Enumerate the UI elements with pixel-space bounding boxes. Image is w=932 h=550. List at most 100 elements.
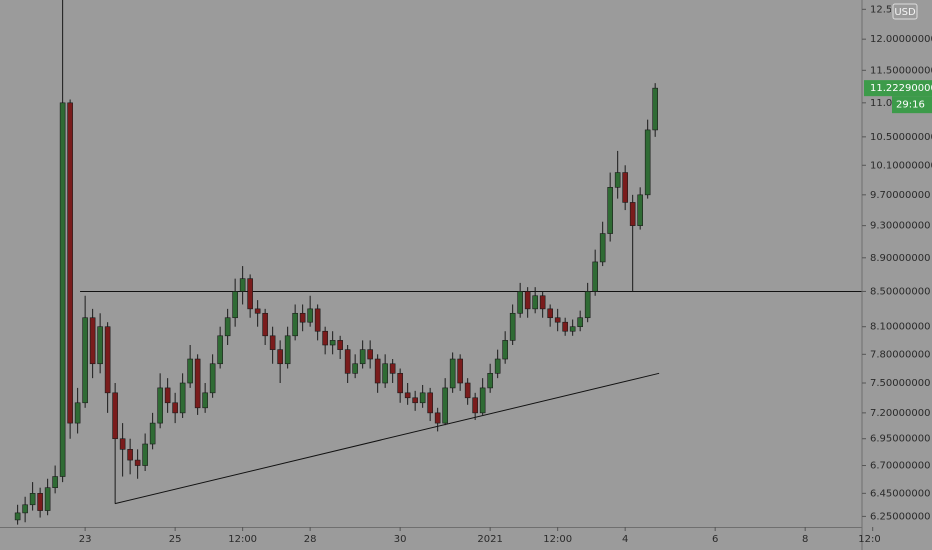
candle-body xyxy=(554,317,561,323)
candle-body xyxy=(352,363,358,374)
candle-body xyxy=(359,349,366,365)
candle-body xyxy=(22,504,28,514)
corner-mask xyxy=(880,528,932,550)
y-tick-label: 9.70000000 xyxy=(870,190,930,201)
candle-body xyxy=(614,172,621,188)
candle-body xyxy=(254,308,261,314)
x-tick-label: 2021 xyxy=(477,534,502,545)
candle-body xyxy=(652,87,658,131)
candle-body xyxy=(164,387,171,404)
candle-body xyxy=(142,443,148,466)
candle-body xyxy=(277,349,283,365)
candle-body xyxy=(637,194,643,226)
y-tick-label: 8.90000000 xyxy=(870,253,930,264)
x-tick-label: 4 xyxy=(622,534,628,545)
y-tick-label: 6.70000000 xyxy=(870,461,930,472)
candle-body xyxy=(82,317,88,404)
candle-body xyxy=(67,102,73,424)
x-tick-label: 12:00 xyxy=(858,534,887,545)
candle-body xyxy=(532,295,538,310)
y-tick-label: 6.95000000 xyxy=(870,434,930,445)
y-tick-label: 8.50000000 xyxy=(870,286,930,297)
candle-body xyxy=(404,392,411,399)
candle-body xyxy=(322,330,328,346)
candle-body xyxy=(494,358,501,374)
candle-body xyxy=(157,387,163,424)
candle-body xyxy=(119,438,126,450)
y-tick-label: 6.25000000 xyxy=(870,511,930,522)
candle-body xyxy=(307,308,313,323)
candle-body xyxy=(502,340,508,360)
candle-body xyxy=(374,358,381,384)
countdown-label: 29:16 xyxy=(896,100,925,111)
candle-body xyxy=(127,449,133,461)
candle-body xyxy=(209,363,216,394)
x-tick-label: 25 xyxy=(169,534,182,545)
candle-body xyxy=(592,261,598,292)
candle-body xyxy=(434,412,441,424)
x-tick-label: 6 xyxy=(712,534,718,545)
candle-body xyxy=(337,340,343,350)
candle-body xyxy=(284,335,291,365)
candle-body xyxy=(97,326,103,365)
candle-body xyxy=(104,326,111,394)
candle-body xyxy=(607,187,613,234)
candle-body xyxy=(134,459,141,466)
candle-body xyxy=(464,382,471,399)
candle-body xyxy=(89,317,96,365)
candle-body xyxy=(247,278,253,310)
x-tick-label: 23 xyxy=(79,534,92,545)
candle-body xyxy=(367,349,373,360)
candle-body xyxy=(187,358,193,384)
candle-body xyxy=(539,295,546,310)
candle-body xyxy=(517,291,523,314)
x-tick-label: 28 xyxy=(304,534,317,545)
x-tick-label: 30 xyxy=(394,534,407,545)
candle-body xyxy=(569,326,576,332)
candle-body xyxy=(524,291,531,310)
candle-body xyxy=(584,291,591,319)
candle-body xyxy=(622,172,628,203)
candle-body xyxy=(262,312,268,337)
y-tick-label: 6.45000000 xyxy=(870,488,930,499)
currency-label: USD xyxy=(894,7,916,18)
candle-body xyxy=(449,358,456,389)
candle-body xyxy=(599,233,606,263)
candle-body xyxy=(59,102,66,477)
overlay: USD 11.22290000 29:16 xyxy=(864,0,932,550)
candle-body xyxy=(644,129,651,196)
candle-body xyxy=(14,512,21,521)
y-tick-label: 12.00000000 xyxy=(870,34,932,45)
candle-body xyxy=(397,373,403,394)
candle-body xyxy=(29,493,36,506)
candle-body xyxy=(472,397,478,414)
candle-body xyxy=(112,392,118,440)
x-tick-label: 12:00 xyxy=(228,534,257,545)
candle-body xyxy=(629,202,636,226)
candle-body xyxy=(202,392,208,409)
candle-body xyxy=(269,335,276,350)
candle-body xyxy=(509,312,516,341)
candle-body xyxy=(299,312,306,323)
candle-body xyxy=(577,317,583,328)
candle-body xyxy=(194,358,201,409)
candle-body xyxy=(217,335,223,365)
y-tick-label: 11.50000000 xyxy=(870,65,932,76)
candle-body xyxy=(479,387,486,414)
x-tick-label: 8 xyxy=(802,534,808,545)
last-price-box xyxy=(864,80,932,97)
y-tick-label: 7.80000000 xyxy=(870,349,930,360)
candle-body xyxy=(74,402,81,424)
candle-body xyxy=(412,397,418,404)
y-tick-label: 7.20000000 xyxy=(870,408,930,419)
candle-body xyxy=(44,487,51,511)
candle-body xyxy=(52,476,58,488)
candle-body xyxy=(382,363,388,384)
candle-body xyxy=(314,308,321,332)
candle-body xyxy=(562,321,568,332)
y-tick-label: 10.50000000 xyxy=(870,132,932,143)
currency-badge xyxy=(892,3,918,20)
